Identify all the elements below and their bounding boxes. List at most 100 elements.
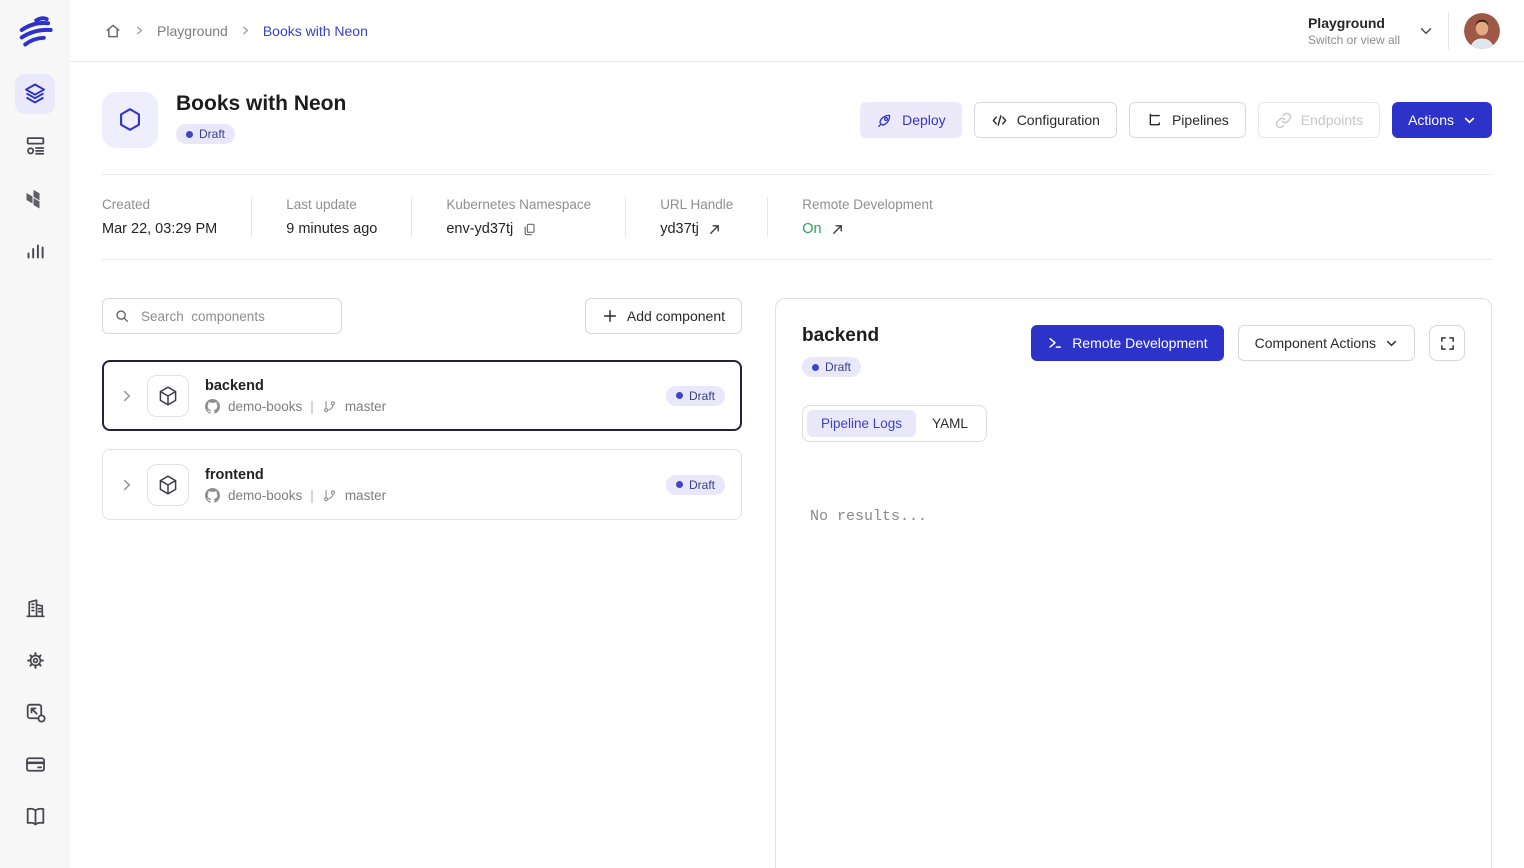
endpoints-button: Endpoints bbox=[1257, 102, 1381, 138]
meta-label: URL Handle bbox=[660, 197, 734, 212]
terraform-icon bbox=[23, 186, 47, 210]
topbar-divider bbox=[1448, 12, 1449, 49]
actions-button[interactable]: Actions bbox=[1392, 102, 1492, 138]
chevron-right-icon bbox=[240, 25, 251, 36]
project-actions: Deploy Configuration bbox=[860, 92, 1492, 138]
org-subtitle: Switch or view all bbox=[1307, 32, 1400, 47]
actions-button-label: Actions bbox=[1408, 112, 1454, 128]
repo-name: demo-books bbox=[228, 398, 303, 414]
divider bbox=[102, 259, 1492, 260]
share-export-icon bbox=[23, 700, 48, 725]
main-column: Playground Books with Neon Playground Sw… bbox=[70, 0, 1524, 868]
sidebar-item-overview[interactable] bbox=[15, 126, 55, 166]
bar-chart-icon bbox=[23, 238, 47, 262]
status-badge: Draft bbox=[802, 357, 862, 377]
sidebar-item-export[interactable] bbox=[15, 692, 55, 732]
separator: | bbox=[310, 487, 314, 503]
pipelines-button[interactable]: Pipelines bbox=[1128, 102, 1246, 138]
detail-tabs: Pipeline Logs YAML bbox=[802, 405, 987, 442]
component-card-frontend[interactable]: frontend demo-books | bbox=[102, 449, 742, 520]
project-meta: Created Mar 22, 03:29 PM Last update 9 m… bbox=[102, 175, 1492, 259]
breadcrumb-item-project[interactable]: Books with Neon bbox=[262, 22, 368, 39]
search-box bbox=[102, 298, 342, 334]
pipelines-button-label: Pipelines bbox=[1171, 112, 1229, 128]
home-icon[interactable] bbox=[104, 22, 122, 40]
layers-icon bbox=[22, 81, 48, 107]
status-badge: Draft bbox=[665, 474, 725, 495]
avatar[interactable] bbox=[1464, 12, 1500, 49]
page-title: Books with Neon bbox=[176, 92, 347, 115]
configuration-button-label: Configuration bbox=[1016, 112, 1100, 128]
copy-icon[interactable] bbox=[522, 222, 537, 237]
add-component-button[interactable]: Add component bbox=[584, 298, 742, 334]
status-dot-icon bbox=[186, 130, 193, 138]
external-link-icon[interactable] bbox=[831, 223, 844, 236]
sidebar-item-terraform[interactable] bbox=[15, 178, 55, 218]
body-row: Add component backend bbox=[102, 298, 1492, 868]
components-panel: Add component backend bbox=[102, 298, 742, 868]
external-link-icon[interactable] bbox=[708, 223, 721, 236]
org-name: Playground bbox=[1307, 14, 1385, 31]
topbar: Playground Books with Neon Playground Sw… bbox=[70, 0, 1524, 62]
tab-pipeline-logs[interactable]: Pipeline Logs bbox=[807, 410, 917, 437]
chevron-right-icon[interactable] bbox=[119, 477, 135, 493]
chevron-right-icon[interactable] bbox=[119, 388, 135, 404]
breadcrumb: Playground Books with Neon bbox=[104, 22, 368, 40]
meta-created: Created Mar 22, 03:29 PM bbox=[102, 197, 253, 237]
divider bbox=[102, 174, 1492, 175]
sidebar-item-billing[interactable] bbox=[15, 744, 55, 784]
add-component-label: Add component bbox=[626, 308, 725, 324]
meta-label: Remote Development bbox=[802, 197, 933, 212]
gear-icon bbox=[23, 648, 48, 673]
status-badge: Draft bbox=[665, 385, 725, 406]
cube-icon bbox=[147, 374, 189, 417]
component-name: frontend bbox=[205, 466, 264, 483]
fullscreen-button[interactable] bbox=[1429, 325, 1465, 361]
fullscreen-icon bbox=[1439, 335, 1456, 352]
code-icon bbox=[991, 112, 1008, 129]
organization-icon bbox=[23, 596, 48, 621]
configuration-button[interactable]: Configuration bbox=[973, 102, 1117, 138]
detail-title: backend bbox=[802, 325, 880, 346]
org-switcher[interactable]: Playground Switch or view all bbox=[1308, 15, 1400, 47]
sidebar-item-insights[interactable] bbox=[15, 230, 55, 270]
choreo-logo-icon[interactable] bbox=[12, 8, 58, 54]
component-card-backend[interactable]: backend demo-books | bbox=[102, 360, 742, 431]
separator: | bbox=[310, 398, 314, 414]
breadcrumb-item-playground[interactable]: Playground bbox=[157, 22, 228, 39]
search-input[interactable] bbox=[139, 307, 330, 325]
remote-development-button[interactable]: Remote Development bbox=[1031, 325, 1224, 361]
form-list-icon bbox=[23, 134, 48, 159]
project-header: Books with Neon Draft Deploy bbox=[102, 92, 1492, 148]
deploy-button-label: Deploy bbox=[902, 112, 946, 128]
pipelines-icon bbox=[1146, 112, 1163, 129]
deploy-button[interactable]: Deploy bbox=[860, 102, 962, 138]
endpoints-button-label: Endpoints bbox=[1300, 112, 1364, 128]
component-actions-button[interactable]: Component Actions bbox=[1237, 325, 1415, 361]
content: Books with Neon Draft Deploy bbox=[70, 62, 1524, 868]
sidebar bbox=[0, 0, 70, 868]
status-dot-icon bbox=[812, 363, 819, 371]
meta-label: Created bbox=[102, 197, 151, 212]
meta-url-handle: URL Handle yd37tj bbox=[626, 197, 769, 237]
sidebar-item-components[interactable] bbox=[15, 74, 55, 114]
credit-card-icon bbox=[23, 752, 48, 777]
tab-yaml[interactable]: YAML bbox=[932, 416, 968, 431]
sidebar-item-organization[interactable] bbox=[15, 588, 55, 628]
sidebar-item-settings[interactable] bbox=[15, 640, 55, 680]
meta-last-update: Last update 9 minutes ago bbox=[252, 197, 413, 237]
github-icon bbox=[205, 398, 220, 414]
status-badge: Draft bbox=[176, 124, 236, 144]
component-name: backend bbox=[205, 377, 264, 394]
branch-name: master bbox=[344, 398, 387, 414]
status-badge-label: Draft bbox=[688, 477, 715, 492]
git-branch-icon bbox=[322, 399, 337, 414]
components-toolbar: Add component bbox=[102, 298, 742, 334]
search-icon bbox=[114, 308, 130, 324]
git-branch-icon bbox=[322, 488, 337, 503]
chevron-down-icon[interactable] bbox=[1419, 24, 1433, 38]
sidebar-item-docs[interactable] bbox=[15, 796, 55, 836]
empty-results-message: No results... bbox=[810, 508, 928, 525]
remote-development-label: Remote Development bbox=[1072, 335, 1208, 351]
github-icon bbox=[205, 487, 220, 503]
